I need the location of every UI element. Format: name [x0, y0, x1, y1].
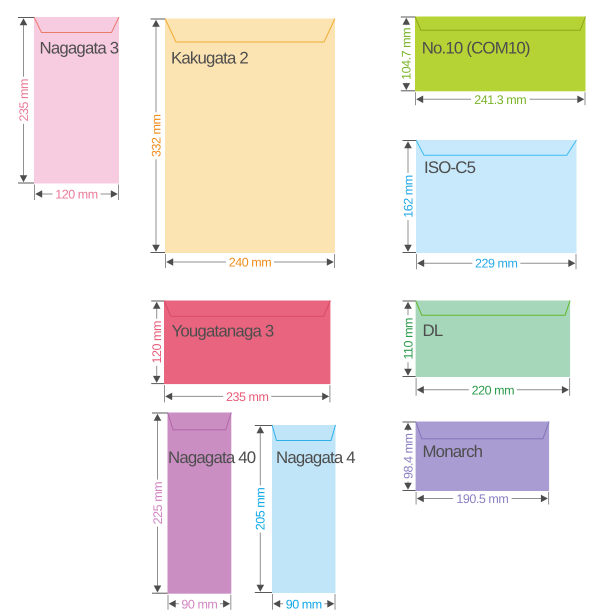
svg-text:241.3 mm: 241.3 mm	[474, 93, 526, 107]
svg-text:Yougatanaga 3: Yougatanaga 3	[172, 321, 274, 340]
svg-text:Monarch: Monarch	[423, 442, 483, 461]
svg-text:Kakugata 2: Kakugata 2	[171, 49, 248, 68]
svg-text:235 mm: 235 mm	[17, 79, 31, 121]
svg-text:90 mm: 90 mm	[286, 597, 322, 611]
svg-text:104.7 mm: 104.7 mm	[400, 28, 414, 80]
svg-text:120 mm: 120 mm	[55, 188, 97, 202]
svg-text:Nagagata 40: Nagagata 40	[168, 448, 256, 467]
svg-text:235 mm: 235 mm	[226, 390, 268, 404]
svg-text:240 mm: 240 mm	[229, 256, 271, 270]
svg-text:90 mm: 90 mm	[181, 597, 217, 611]
svg-text:162 mm: 162 mm	[401, 175, 415, 217]
svg-text:120 mm: 120 mm	[150, 321, 164, 363]
svg-text:110 mm: 110 mm	[401, 318, 415, 360]
svg-text:190.5 mm: 190.5 mm	[456, 492, 508, 506]
svg-text:No.10 (COM10): No.10 (COM10)	[422, 39, 530, 58]
svg-text:Nagagata 4: Nagagata 4	[276, 448, 355, 467]
svg-text:225 mm: 225 mm	[151, 482, 165, 524]
svg-text:98.4 mm: 98.4 mm	[401, 433, 415, 479]
svg-text:229 mm: 229 mm	[475, 257, 517, 271]
svg-text:Nagagata 3: Nagagata 3	[40, 39, 119, 58]
svg-text:ISO-C5: ISO-C5	[424, 158, 476, 177]
svg-text:332 mm: 332 mm	[149, 114, 163, 156]
svg-text:205 mm: 205 mm	[254, 488, 268, 530]
svg-text:220 mm: 220 mm	[472, 383, 514, 397]
svg-text:DL: DL	[423, 321, 443, 340]
